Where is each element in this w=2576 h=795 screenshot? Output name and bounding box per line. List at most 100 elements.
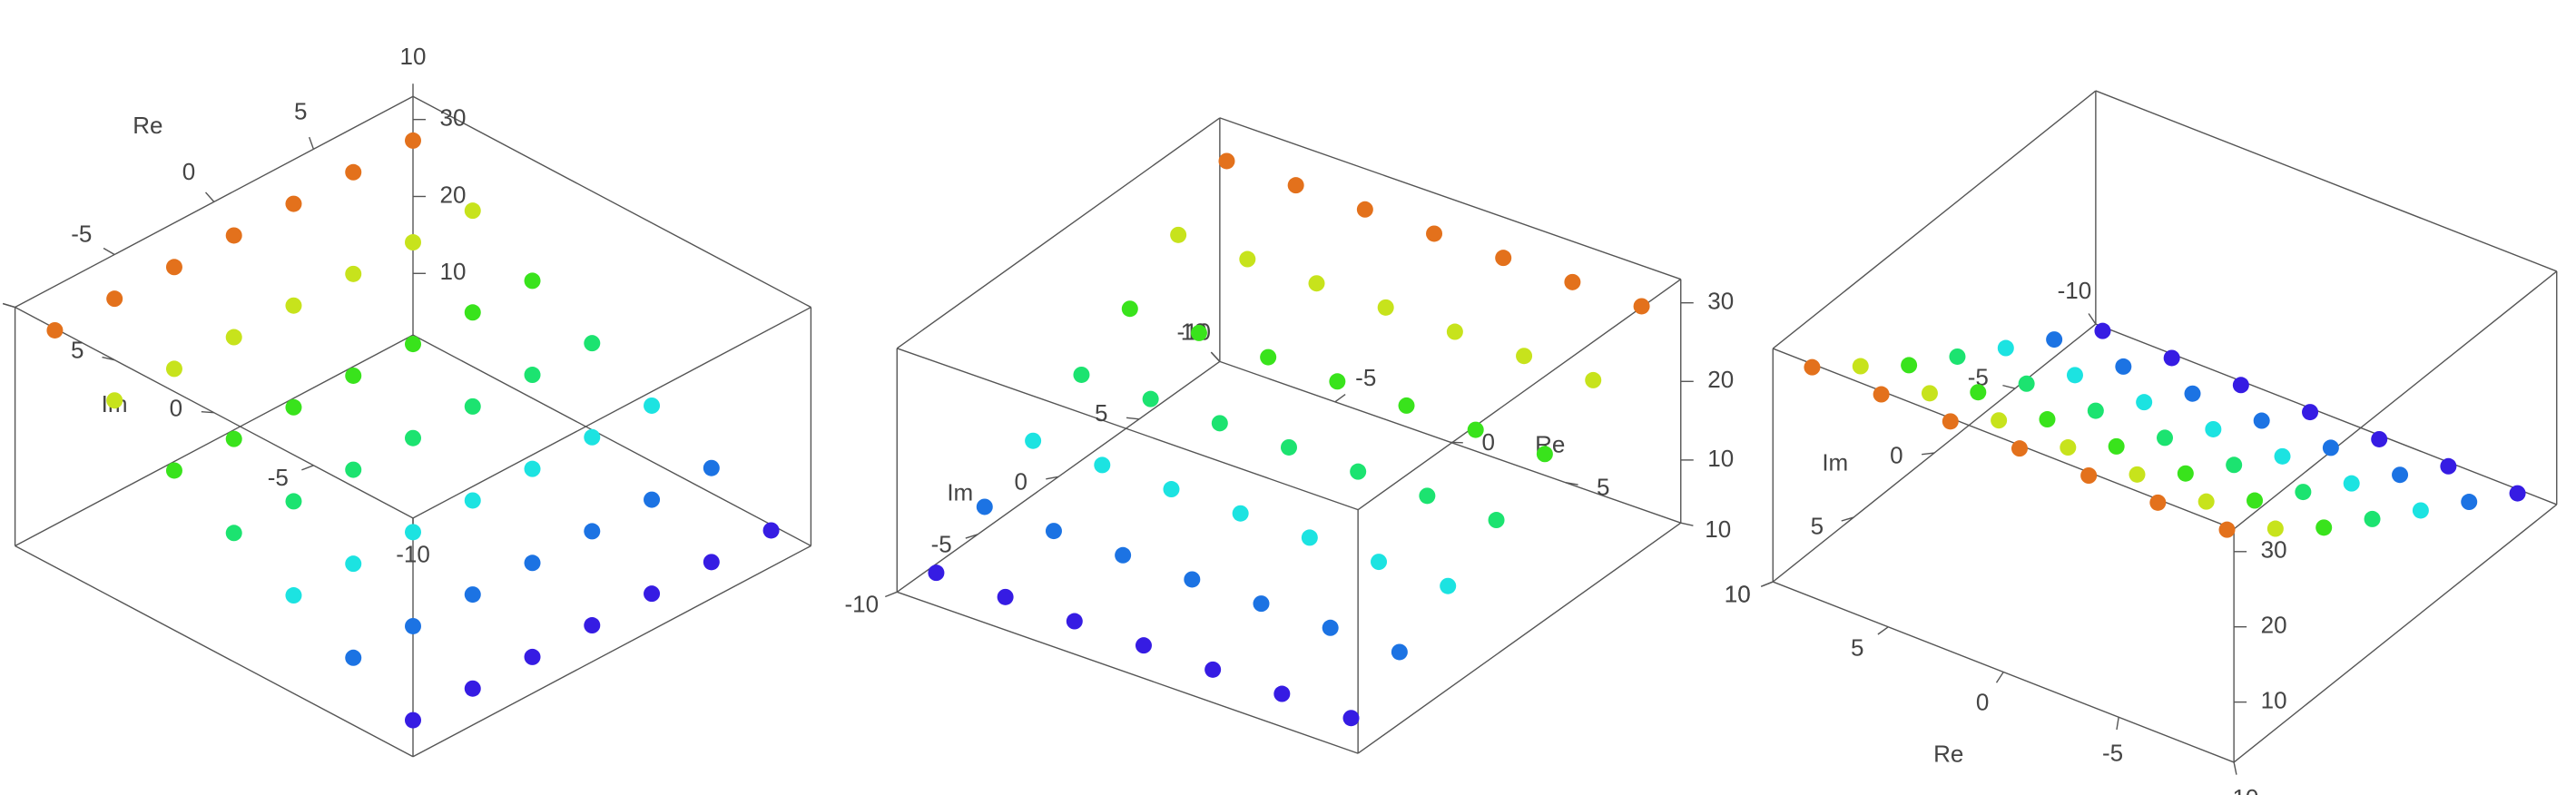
point <box>2364 510 2381 527</box>
point <box>1398 397 1415 414</box>
point <box>1253 595 1270 613</box>
point <box>1585 371 1602 388</box>
y-tick-label: -5 <box>268 464 289 491</box>
point <box>524 555 541 572</box>
point <box>345 649 362 666</box>
box-edge <box>897 591 1359 754</box>
box-edge <box>1357 279 1682 511</box>
point <box>1488 512 1505 529</box>
y-tick-label: -10 <box>844 591 879 618</box>
x-tick-label: 5 <box>1597 474 1609 501</box>
y-tick <box>965 534 978 539</box>
point <box>644 397 661 414</box>
y-tick-label: -5 <box>931 530 952 557</box>
y-tick <box>884 591 898 598</box>
point <box>1066 613 1083 630</box>
point <box>405 712 421 729</box>
point <box>2315 519 2333 536</box>
x-tick <box>2116 717 2119 731</box>
point <box>1516 348 1533 365</box>
y-tick-label: 10 <box>1725 580 1751 607</box>
y-tick <box>1210 351 1221 362</box>
point <box>285 587 302 604</box>
point <box>1025 432 1042 449</box>
x-tick <box>309 136 315 150</box>
y-tick <box>1922 452 1935 456</box>
point <box>997 588 1014 605</box>
point <box>1094 456 1111 474</box>
point <box>46 321 64 339</box>
point <box>2218 521 2236 538</box>
point <box>1997 339 2014 357</box>
point <box>2266 520 2284 537</box>
z-tick-label: 20 <box>440 181 467 208</box>
point <box>285 398 302 416</box>
x-tick <box>1334 393 1346 403</box>
point <box>2149 494 2167 511</box>
point <box>1204 661 1222 678</box>
point <box>1218 152 1235 170</box>
point <box>2205 420 2222 437</box>
point <box>405 336 421 353</box>
point <box>2177 465 2194 482</box>
point <box>1115 546 1132 564</box>
box-edge <box>412 306 811 519</box>
point <box>2226 456 2243 474</box>
x-tick-label: 0 <box>1482 428 1495 456</box>
point <box>1322 619 1339 636</box>
point <box>1921 385 1938 402</box>
point <box>703 554 720 571</box>
x-tick <box>1877 626 1889 635</box>
point <box>1287 177 1304 194</box>
point <box>165 462 182 479</box>
point <box>464 202 481 220</box>
point <box>345 163 362 181</box>
x-tick <box>204 191 215 202</box>
x-tick-label: -5 <box>71 220 92 247</box>
box-edge <box>1772 90 2097 349</box>
z-tick-label: 10 <box>440 258 467 285</box>
point <box>1426 225 1443 242</box>
box-edge <box>2095 323 2558 505</box>
x-tick-label: 10 <box>1725 580 1751 607</box>
point <box>2440 457 2457 475</box>
point <box>2157 429 2173 447</box>
point <box>2274 447 2291 465</box>
y-tick <box>301 465 314 471</box>
point <box>1045 523 1062 540</box>
point <box>2184 385 2201 402</box>
point <box>2108 437 2125 455</box>
point <box>2129 466 2146 483</box>
point <box>1342 710 1360 727</box>
y-tick-label: 0 <box>1890 442 1903 469</box>
box-edge <box>897 348 1359 511</box>
point <box>1467 421 1484 438</box>
box-edge <box>2233 270 2558 530</box>
point <box>2247 492 2264 509</box>
point <box>1391 643 1408 661</box>
point <box>584 523 601 540</box>
point <box>1121 300 1138 318</box>
point <box>225 430 242 447</box>
y-tick-label: 0 <box>1014 468 1027 496</box>
y-tick <box>2 302 15 309</box>
point <box>1495 250 1512 267</box>
point <box>2392 466 2409 484</box>
point <box>2080 466 2098 484</box>
point <box>1190 324 1207 341</box>
point <box>1440 577 1457 594</box>
z-tick-label: 20 <box>1707 366 1734 393</box>
point <box>464 304 481 321</box>
y-tick-label: -10 <box>2058 277 2092 304</box>
point <box>1301 529 1318 546</box>
point <box>2018 375 2035 392</box>
box-edge <box>15 545 414 758</box>
point <box>1991 412 2008 429</box>
y-tick <box>102 356 115 361</box>
y-tick-label: 5 <box>1811 513 1824 540</box>
point <box>524 460 541 477</box>
point <box>2343 475 2360 492</box>
x-tick-label: 5 <box>1851 633 1863 661</box>
